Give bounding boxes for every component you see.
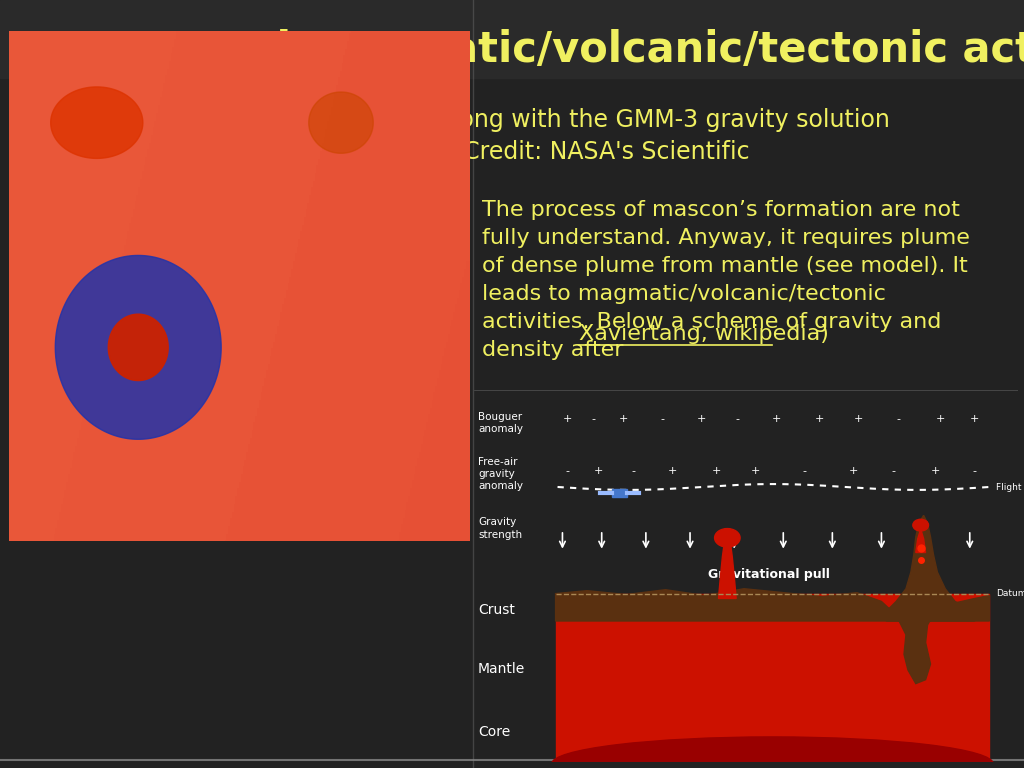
Text: -: - (631, 466, 635, 476)
Text: +: + (562, 415, 572, 425)
Text: Datum: Datum (996, 589, 1024, 598)
Polygon shape (887, 515, 975, 621)
Text: Xaviertang, wikipedia): Xaviertang, wikipedia) (579, 324, 828, 344)
Text: The process of mascon’s formation are not
fully understand. Anyway, it requires : The process of mascon’s formation are no… (482, 200, 970, 360)
Text: +: + (618, 415, 628, 425)
Text: -: - (896, 415, 900, 425)
Text: +: + (970, 415, 979, 425)
Text: +: + (712, 466, 721, 476)
Text: -: - (565, 466, 569, 476)
Text: +: + (854, 415, 863, 425)
Polygon shape (51, 87, 143, 158)
Text: +: + (668, 466, 677, 476)
Polygon shape (719, 532, 736, 598)
Polygon shape (309, 92, 374, 154)
Polygon shape (55, 256, 221, 439)
Text: +: + (931, 466, 940, 476)
Text: +: + (594, 466, 603, 476)
Text: Free-air
gravity
anomaly: Free-air gravity anomaly (478, 457, 523, 492)
Text: -: - (592, 415, 596, 425)
Text: Crust: Crust (478, 604, 515, 617)
Text: Mantle: Mantle (478, 662, 525, 676)
Text: Mascon and magmatic/volcanic/tectonic activities: Mascon and magmatic/volcanic/tectonic ac… (12, 29, 1024, 71)
Polygon shape (611, 489, 628, 497)
Polygon shape (915, 529, 926, 552)
Polygon shape (556, 594, 989, 762)
Text: -: - (973, 466, 977, 476)
Bar (0, 0, 1024, 78)
Ellipse shape (715, 528, 740, 547)
Text: +: + (752, 466, 761, 476)
Text: Gravitational pull: Gravitational pull (708, 568, 829, 581)
Text: Gravity
strength: Gravity strength (478, 518, 522, 540)
Text: +: + (936, 415, 945, 425)
Text: +: + (815, 415, 824, 425)
Text: Bouguer
anomaly: Bouguer anomaly (478, 412, 523, 434)
Text: -: - (891, 466, 895, 476)
Ellipse shape (912, 519, 929, 531)
Polygon shape (556, 589, 989, 684)
Text: -: - (803, 466, 807, 476)
Text: -: - (660, 415, 665, 425)
Ellipse shape (552, 737, 993, 768)
Text: -: - (735, 415, 739, 425)
Text: Mars free-air gravity map produced along with the GMM-3 gravity solution
(Red: g: Mars free-air gravity map produced along… (12, 108, 890, 195)
Text: Core: Core (478, 725, 510, 739)
Polygon shape (109, 314, 168, 381)
Text: +: + (849, 466, 859, 476)
Text: +: + (697, 415, 707, 425)
Text: +: + (772, 415, 781, 425)
Text: Flight path: Flight path (996, 484, 1024, 492)
